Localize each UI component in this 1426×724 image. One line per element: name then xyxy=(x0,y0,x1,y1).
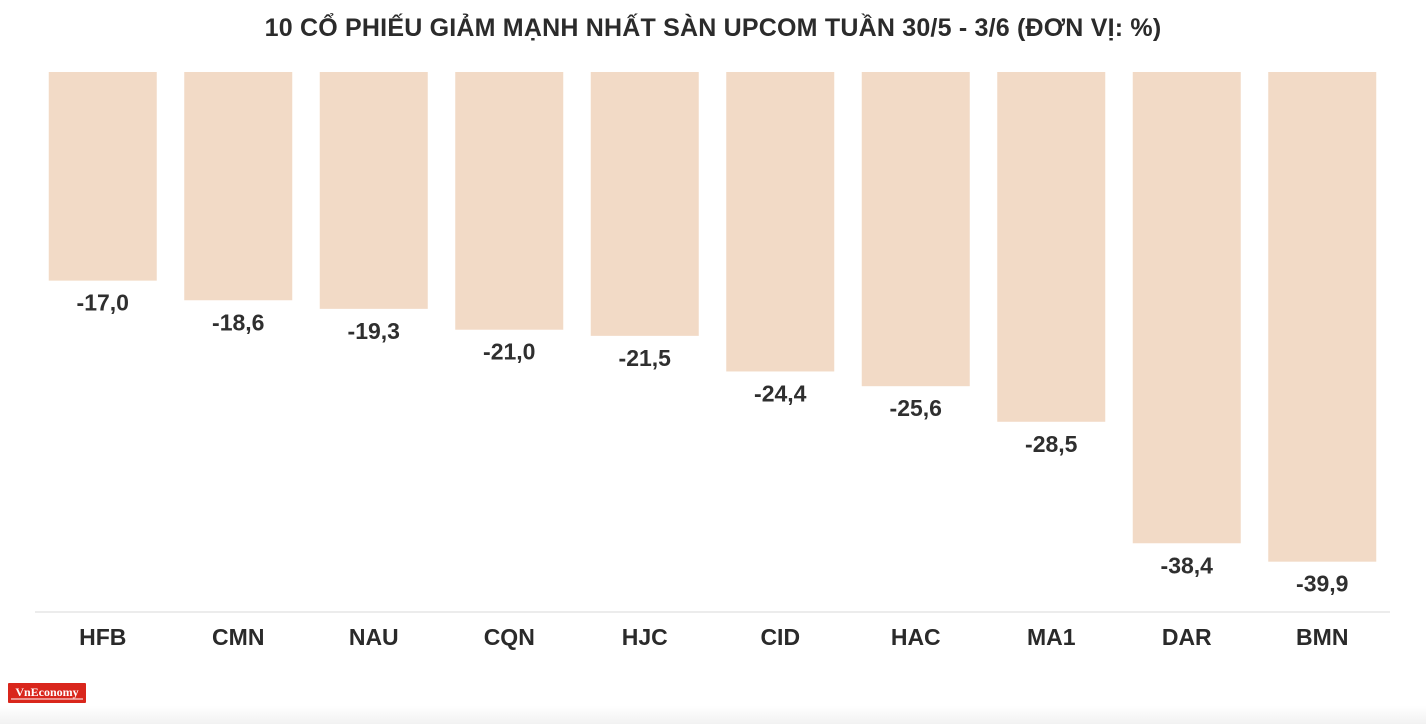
tick-label-hfb: HFB xyxy=(79,624,126,650)
tick-labels-layer: HFB CMN NAU CQN HJC CID HAC MA1 DAR BMN xyxy=(79,624,1348,650)
logo-tagline-line xyxy=(11,698,83,700)
value-labels-layer: -17,0 -18,6 -19,3 -21,0 -21,5 -24,4 -25,6 -28,5… xyxy=(77,290,1349,597)
value-label-hfb: -17,0 xyxy=(77,290,129,316)
bar-ma1 xyxy=(997,72,1106,422)
bars-layer xyxy=(48,72,1377,562)
value-label-hjc: -21,5 xyxy=(619,345,672,371)
value-label-dar: -38,4 xyxy=(1161,552,1214,578)
chart-title: 10 CỔ PHIẾU GIẢM MẠNH NHẤT SÀN UPCOM TUẦ… xyxy=(264,14,1162,42)
bar-hac xyxy=(861,72,970,387)
bar-nau xyxy=(319,72,428,309)
logo-text: VnEconomy xyxy=(15,685,79,699)
bar-cid xyxy=(726,72,835,372)
tick-label-nau: NAU xyxy=(349,624,399,650)
tick-label-ma1: MA1 xyxy=(1027,624,1076,650)
value-label-nau: -19,3 xyxy=(348,318,400,344)
bar-bmn xyxy=(1268,72,1377,562)
value-label-cid: -24,4 xyxy=(754,380,807,406)
tick-label-dar: DAR xyxy=(1162,624,1212,650)
tick-label-cqn: CQN xyxy=(484,624,535,650)
bar-dar xyxy=(1132,72,1241,544)
value-label-hac: -25,6 xyxy=(890,395,942,421)
vneconomy-logo: VnEconomy xyxy=(8,683,86,703)
bar-hjc xyxy=(590,72,699,336)
value-label-cqn: -21,0 xyxy=(483,339,535,365)
bar-hfb xyxy=(48,72,157,281)
value-label-cmn: -18,6 xyxy=(212,309,264,335)
tick-label-cmn: CMN xyxy=(212,624,264,650)
bar-cmn xyxy=(184,72,293,301)
footer-strip xyxy=(0,706,1426,724)
tick-label-hac: HAC xyxy=(891,624,941,650)
tick-label-hjc: HJC xyxy=(622,624,668,650)
tick-label-bmn: BMN xyxy=(1296,624,1348,650)
bar-cqn xyxy=(455,72,564,330)
value-label-ma1: -28,5 xyxy=(1025,431,1078,457)
value-label-bmn: -39,9 xyxy=(1296,571,1348,597)
tick-label-cid: CID xyxy=(760,624,800,650)
